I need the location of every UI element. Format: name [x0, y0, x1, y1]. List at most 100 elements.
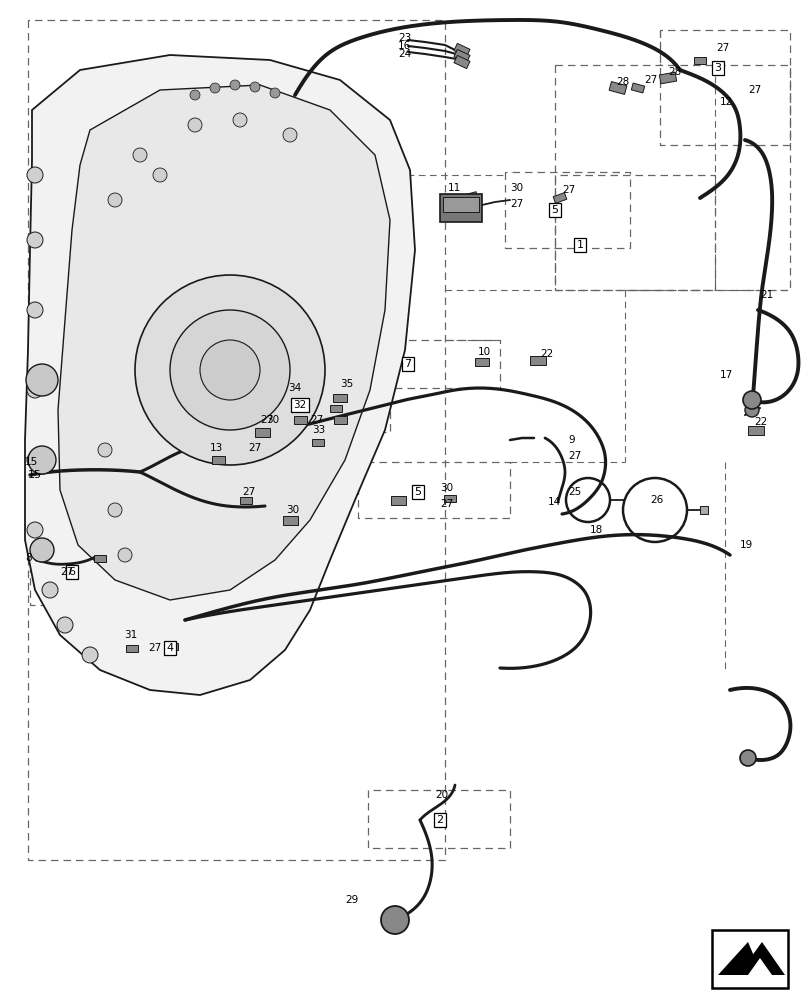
Circle shape	[188, 118, 202, 132]
Circle shape	[98, 443, 112, 457]
Text: 21: 21	[760, 290, 773, 300]
Polygon shape	[255, 428, 270, 436]
Text: 29: 29	[345, 895, 358, 905]
Text: 18: 18	[590, 525, 604, 535]
Polygon shape	[694, 56, 706, 64]
Polygon shape	[631, 83, 645, 93]
Text: 27: 27	[510, 199, 524, 209]
Text: 27: 27	[260, 415, 273, 425]
Text: 30: 30	[440, 483, 453, 493]
Text: 27: 27	[60, 567, 74, 577]
Bar	[440, 194, 482, 222]
Circle shape	[82, 647, 98, 663]
Text: 32: 32	[293, 400, 306, 410]
Circle shape	[57, 617, 73, 633]
Polygon shape	[530, 356, 546, 364]
Text: 23: 23	[398, 33, 411, 43]
Text: 30: 30	[266, 415, 279, 425]
Text: 5: 5	[415, 487, 422, 497]
Bar	[443, 197, 479, 212]
Text: 35: 35	[340, 379, 353, 389]
Text: 3: 3	[714, 63, 722, 73]
Polygon shape	[738, 942, 785, 975]
Text: 10: 10	[478, 347, 491, 357]
Polygon shape	[291, 398, 305, 406]
Circle shape	[233, 113, 247, 127]
Text: 27: 27	[148, 643, 162, 653]
Polygon shape	[718, 942, 762, 975]
Text: 27: 27	[568, 451, 581, 461]
Polygon shape	[444, 494, 456, 502]
Circle shape	[745, 403, 759, 417]
Text: 12: 12	[720, 97, 733, 107]
Text: 20: 20	[435, 790, 448, 800]
Polygon shape	[553, 193, 567, 203]
Circle shape	[135, 275, 325, 465]
Text: 26: 26	[650, 495, 663, 505]
Text: 31: 31	[124, 630, 137, 640]
Circle shape	[283, 128, 297, 142]
Polygon shape	[166, 643, 178, 650]
Text: 11: 11	[448, 183, 461, 193]
Circle shape	[118, 548, 132, 562]
Text: 34: 34	[288, 383, 301, 393]
Circle shape	[27, 167, 43, 183]
Text: 22: 22	[540, 349, 553, 359]
Polygon shape	[454, 49, 470, 63]
Text: 15: 15	[28, 470, 42, 480]
Text: 27: 27	[310, 415, 323, 425]
Polygon shape	[283, 516, 297, 524]
Circle shape	[230, 80, 240, 90]
Circle shape	[42, 582, 58, 598]
Text: 9: 9	[568, 435, 574, 445]
Circle shape	[27, 382, 43, 398]
Text: 27: 27	[248, 443, 261, 453]
Text: 33: 33	[312, 425, 326, 435]
Circle shape	[133, 148, 147, 162]
Text: 2: 2	[436, 815, 444, 825]
Circle shape	[170, 310, 290, 430]
Polygon shape	[126, 645, 138, 652]
Text: 27: 27	[242, 487, 255, 497]
Polygon shape	[330, 404, 342, 412]
Text: 27: 27	[562, 185, 575, 195]
Polygon shape	[334, 416, 347, 424]
Polygon shape	[659, 72, 676, 84]
Text: 13: 13	[210, 443, 223, 453]
Polygon shape	[609, 82, 627, 94]
Polygon shape	[390, 495, 406, 504]
Circle shape	[108, 193, 122, 207]
Polygon shape	[312, 438, 324, 446]
Text: 8: 8	[25, 553, 32, 563]
Text: 27: 27	[440, 499, 453, 509]
Text: 5: 5	[552, 205, 558, 215]
Polygon shape	[240, 496, 252, 504]
Text: 14: 14	[548, 497, 562, 507]
Text: 1: 1	[576, 240, 583, 250]
Text: 22: 22	[754, 417, 768, 427]
Polygon shape	[748, 426, 764, 434]
Text: 25: 25	[568, 487, 581, 497]
Circle shape	[153, 168, 167, 182]
Polygon shape	[58, 85, 390, 600]
Text: 27: 27	[716, 43, 730, 53]
Circle shape	[28, 446, 56, 474]
Text: 16: 16	[398, 41, 411, 51]
Text: 17: 17	[720, 370, 733, 380]
Text: 24: 24	[398, 49, 411, 59]
Circle shape	[26, 364, 58, 396]
Circle shape	[200, 340, 260, 400]
Polygon shape	[454, 55, 470, 69]
Text: 19: 19	[740, 540, 753, 550]
Text: 28: 28	[668, 67, 681, 77]
Polygon shape	[25, 55, 415, 695]
Text: 7: 7	[405, 359, 411, 369]
Circle shape	[27, 522, 43, 538]
Polygon shape	[94, 554, 106, 562]
Circle shape	[108, 503, 122, 517]
Text: 28: 28	[616, 77, 629, 87]
Circle shape	[27, 232, 43, 248]
Bar	[712, 930, 788, 988]
Polygon shape	[461, 192, 478, 204]
Text: 27: 27	[644, 75, 657, 85]
